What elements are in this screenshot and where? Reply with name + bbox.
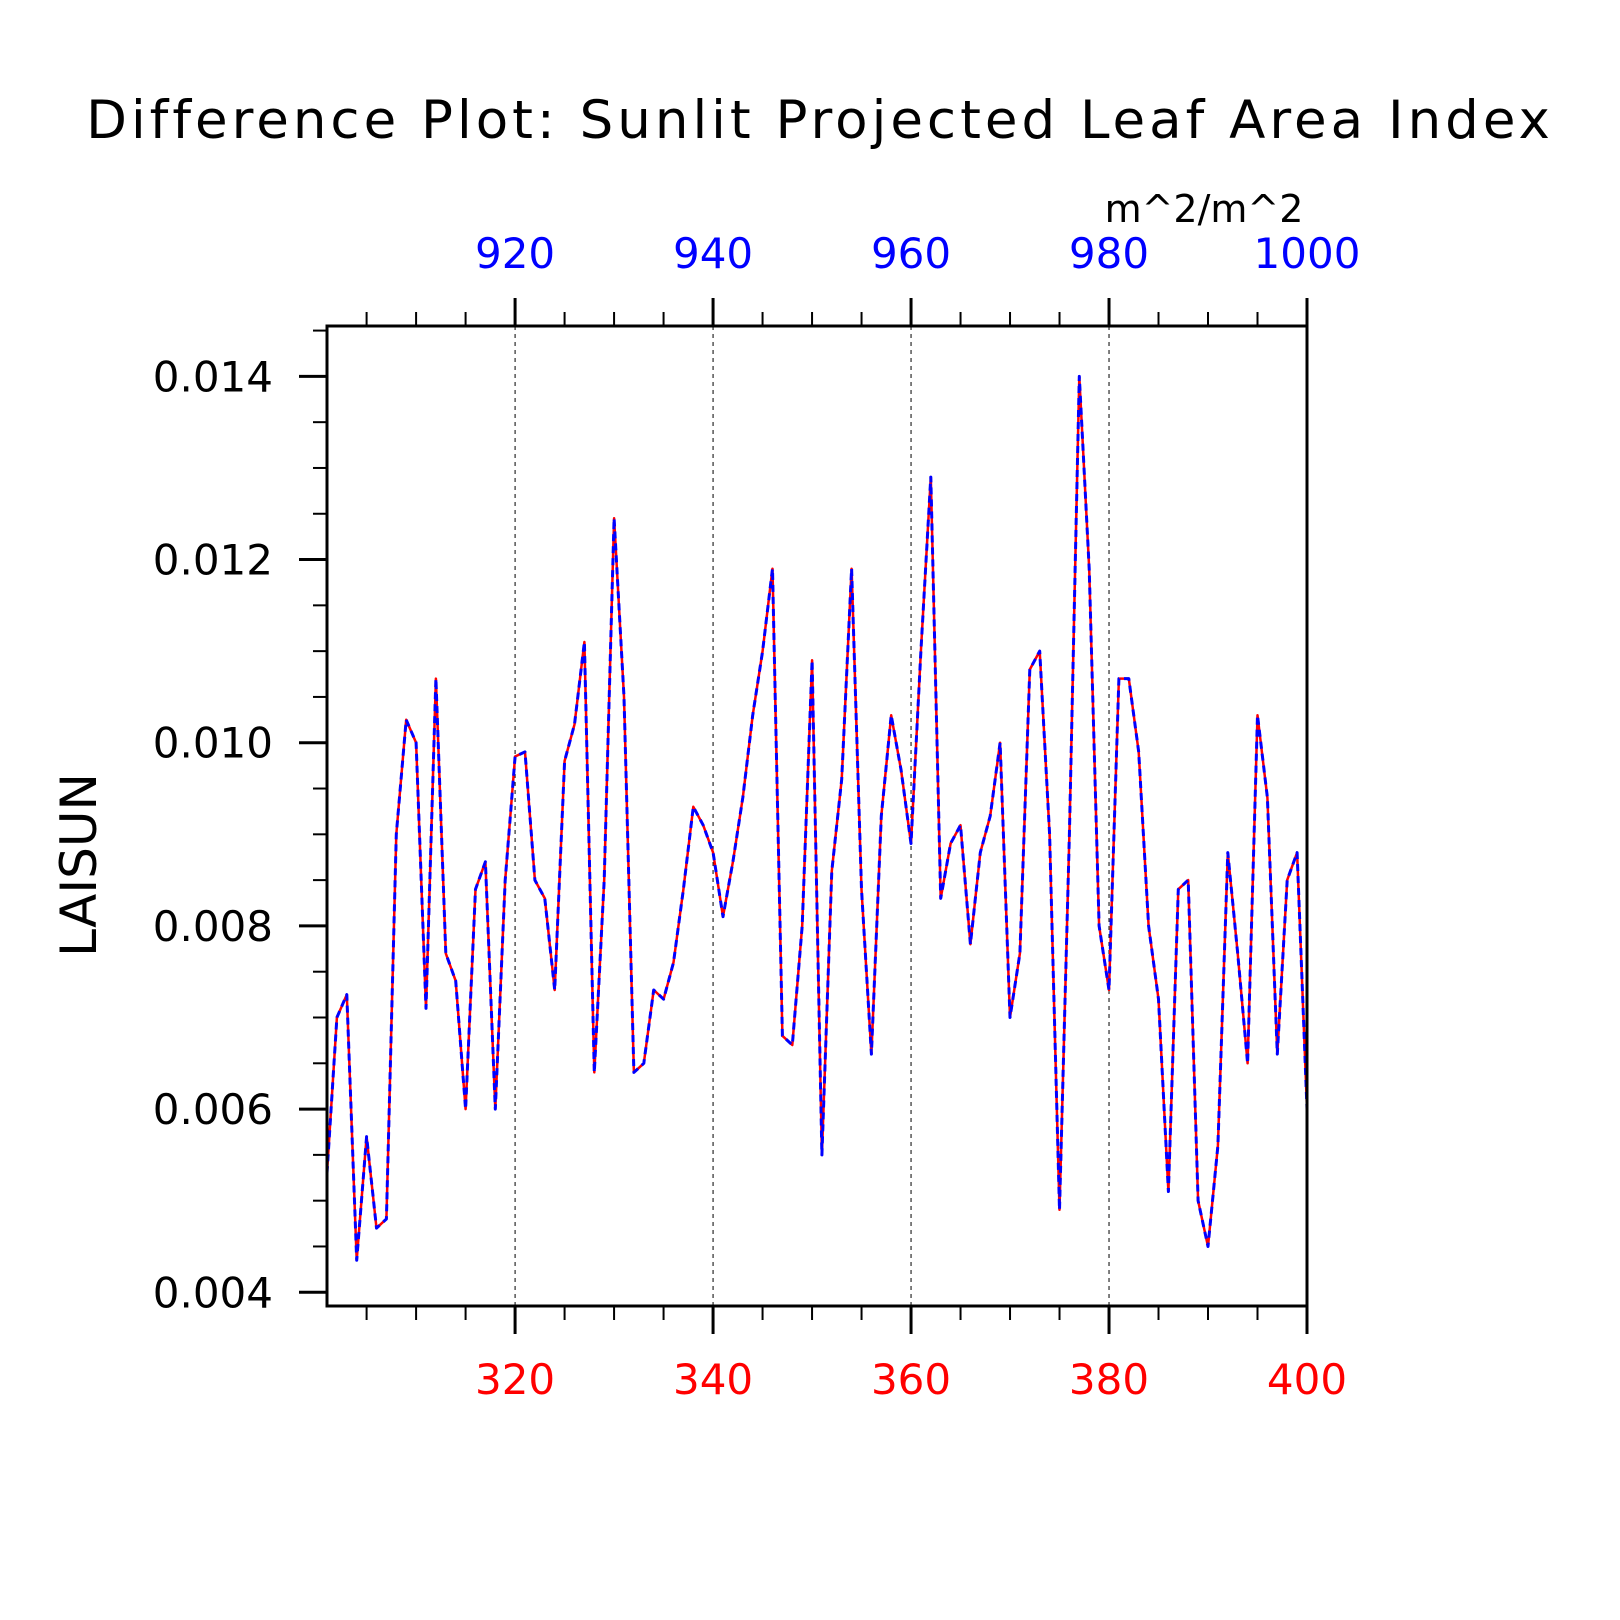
y-tick-label: 0.004	[153, 1268, 273, 1317]
top-tick-label: 940	[673, 229, 753, 278]
data-series	[325, 374, 1309, 1262]
y-axis-label: LAISUN	[50, 773, 108, 957]
top-tick-label: 980	[1069, 229, 1149, 278]
bottom-tick-label: 380	[1069, 1355, 1149, 1404]
series-line-blue	[325, 374, 1309, 1262]
units-label: m^2/m^2	[1105, 187, 1304, 231]
bottom-tick-label: 400	[1267, 1355, 1347, 1404]
chart-title: Difference Plot: Sunlit Projected Leaf A…	[86, 90, 1554, 151]
series-line-red	[325, 375, 1309, 1262]
bottom-tick-label: 320	[475, 1355, 555, 1404]
bottom-tick-label: 340	[673, 1355, 753, 1404]
y-tick-label: 0.008	[153, 902, 273, 951]
top-tick-label: 960	[871, 229, 951, 278]
top-tick-label: 920	[475, 229, 555, 278]
grid-lines	[514, 326, 1110, 1306]
top-tick-label: 1000	[1254, 229, 1361, 278]
y-tick-label: 0.010	[153, 719, 273, 768]
axis-ticks	[299, 298, 1309, 1334]
y-tick-label: 0.006	[153, 1085, 273, 1134]
tick-labels: 320 340 360 380 400 920 940 960 980 1000 0.004 0.00…	[153, 229, 1361, 1404]
bottom-tick-label: 360	[871, 1355, 951, 1404]
y-tick-label: 0.014	[153, 352, 273, 401]
y-tick-label: 0.012	[153, 536, 273, 585]
plot-frame	[325, 324, 1309, 1308]
